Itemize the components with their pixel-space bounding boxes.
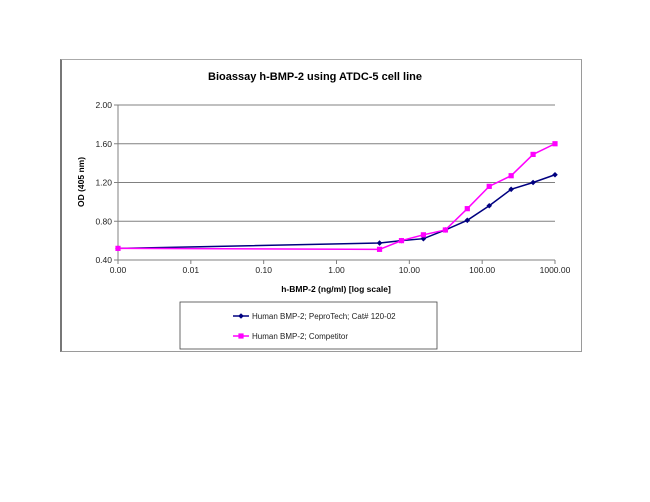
diamond-marker (552, 171, 558, 178)
series-1 (115, 141, 558, 252)
y-tick-label: 0.80 (95, 216, 112, 226)
x-axis-ticks: 0.00 0.01 0.10 1.00 10.00 100.00 1000.00 (110, 260, 571, 275)
diamond-marker (486, 202, 493, 209)
x-axis-label: h-BMP-2 (ng/ml) [log scale] (281, 284, 391, 294)
x-tick-label: 100.00 (469, 265, 495, 275)
square-marker (486, 183, 492, 189)
legend-box (179, 301, 438, 350)
square-marker (115, 245, 121, 251)
legend: Human BMP-2; PeproTech; Cat# 120-02 Human… (179, 301, 438, 350)
y-axis-label: OD (405 nm) (76, 157, 86, 207)
series-line (117, 174, 556, 250)
x-tick-label: 0.01 (183, 265, 200, 275)
square-marker (508, 173, 514, 179)
diamond-marker (464, 217, 471, 224)
y-tick-label: 0.40 (95, 255, 112, 265)
legend-item: Human BMP-2; Competitor (233, 332, 348, 341)
diamond-marker (376, 240, 383, 246)
square-marker (420, 232, 426, 238)
chart-title: Bioassay h-BMP-2 using ATDC-5 cell line (208, 71, 422, 83)
square-marker (552, 141, 558, 147)
y-tick-label: 2.00 (95, 100, 112, 110)
x-tick-label: 1.00 (328, 265, 345, 275)
data-series (115, 141, 558, 252)
square-marker (530, 151, 536, 158)
x-tick-label: 1000.00 (540, 265, 571, 275)
legend-item: Human BMP-2; PeproTech; Cat# 120-02 (233, 312, 396, 321)
y-axis-ticks: 0.40 0.80 1.20 1.60 2.00 (95, 100, 118, 265)
y-tick-label: 1.20 (95, 178, 112, 188)
square-marker (464, 206, 470, 212)
gridlines (118, 104, 555, 222)
diamond-marker (530, 179, 536, 186)
x-tick-label: 0.00 (110, 265, 127, 275)
square-marker (376, 246, 383, 252)
square-marker (238, 333, 244, 339)
series-line (117, 143, 556, 251)
legend-label: Human BMP-2; Competitor (252, 332, 348, 341)
diamond-marker (508, 186, 514, 193)
square-marker (398, 238, 405, 244)
legend-label: Human BMP-2; PeproTech; Cat# 120-02 (252, 312, 396, 321)
y-tick-label: 1.60 (95, 139, 112, 149)
x-tick-label: 0.10 (255, 265, 272, 275)
x-tick-label: 10.00 (399, 265, 421, 275)
square-marker (442, 227, 448, 233)
diamond-marker (238, 313, 244, 319)
